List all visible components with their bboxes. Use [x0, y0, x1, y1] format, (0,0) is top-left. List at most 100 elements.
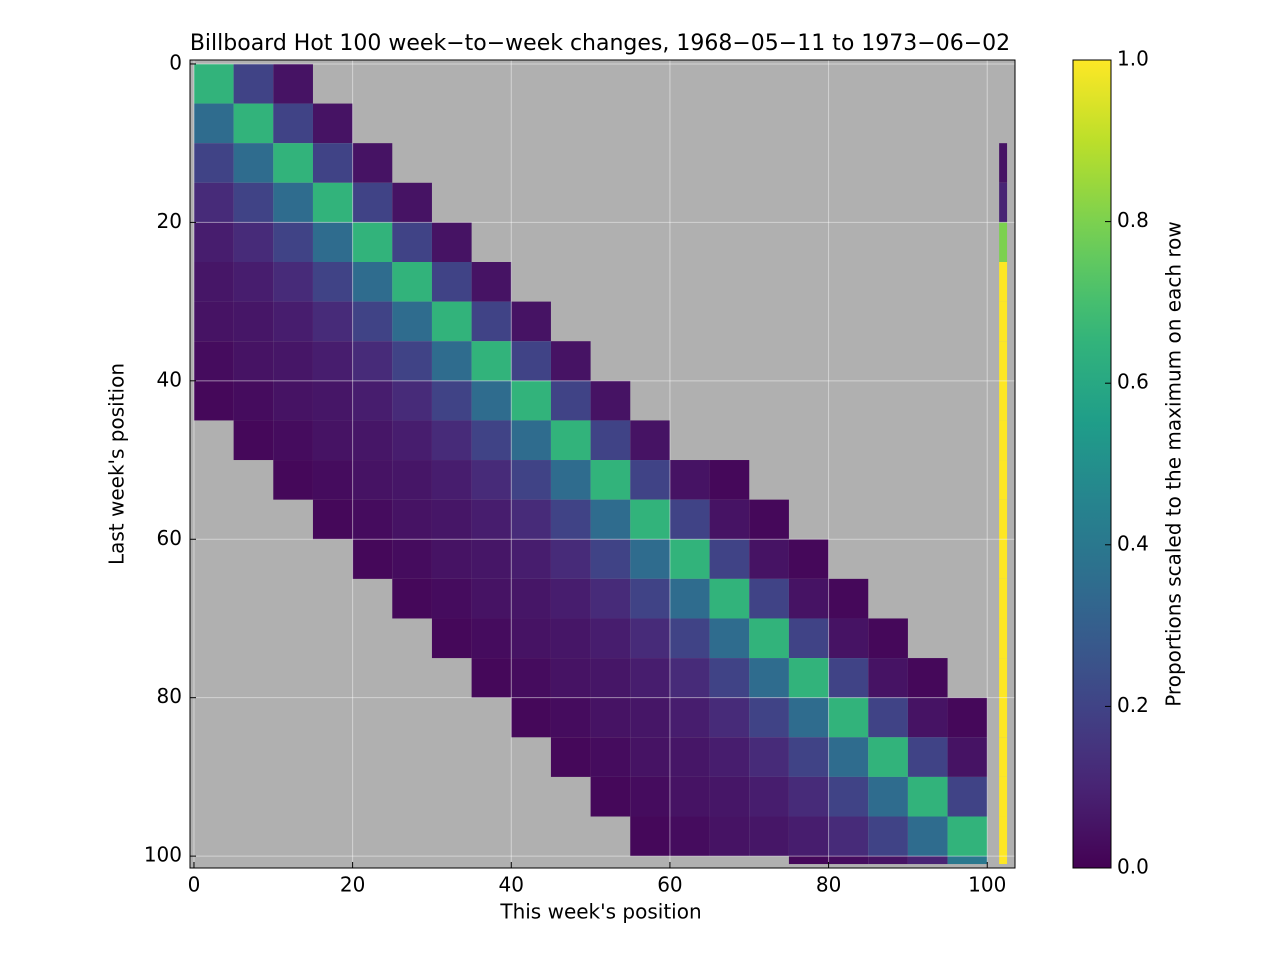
heatmap-cell [709, 697, 750, 738]
heatmap-cell [999, 380, 1008, 421]
heatmap-cell [788, 578, 829, 619]
heatmap-cell [511, 499, 551, 540]
heatmap-cell [392, 262, 432, 302]
x-axis-label: This week's position [499, 900, 701, 924]
heatmap-cell [590, 776, 631, 817]
heatmap-cell [550, 697, 591, 738]
heatmap-cell [907, 856, 948, 865]
heatmap-cell [868, 618, 908, 659]
heatmap-cell [392, 578, 432, 619]
heatmap-cell [233, 182, 274, 223]
heatmap-cell [788, 776, 829, 817]
heatmap-cell [233, 301, 274, 342]
heatmap-cell [392, 539, 432, 579]
heatmap-cell [630, 578, 670, 619]
heatmap-cell [630, 658, 670, 698]
heatmap-cell [999, 658, 1008, 698]
heatmap-cell [273, 63, 313, 104]
heatmap-cell [999, 697, 1008, 738]
heatmap-cell [550, 578, 591, 619]
heatmap-cell [431, 578, 472, 619]
heatmap-cell [273, 380, 313, 421]
heatmap-cell [630, 776, 670, 817]
heatmap-cell [471, 658, 512, 698]
heatmap-cell [669, 737, 710, 777]
heatmap-cell [630, 816, 670, 857]
heatmap-cell [999, 262, 1008, 302]
heatmap-cell [273, 182, 313, 223]
x-tick-label: 0 [188, 873, 201, 897]
heatmap-cell [312, 420, 353, 461]
heatmap-cell [828, 816, 869, 857]
heatmap-cell [431, 499, 472, 540]
heatmap-cell [233, 341, 274, 381]
heatmap-cell [749, 697, 789, 738]
heatmap-cell [312, 380, 353, 421]
heatmap-cell [312, 143, 353, 183]
heatmap-cell [550, 380, 591, 421]
heatmap-cell [669, 697, 710, 738]
heatmap-cell [590, 460, 631, 500]
heatmap-cell [550, 341, 591, 381]
heatmap-cell [511, 301, 551, 342]
heatmap-cell [312, 103, 353, 144]
plot-frame [189, 59, 1016, 869]
heatmap-cell [233, 143, 274, 183]
heatmap-cell [999, 618, 1008, 659]
heatmap-cell [312, 499, 353, 540]
heatmap-cell [788, 737, 829, 777]
heatmap-cell [868, 776, 908, 817]
heatmap-cell [999, 301, 1008, 342]
y-tick-label: 60 [157, 526, 182, 550]
heatmap-cell [193, 103, 234, 144]
heatmap-cell [471, 341, 512, 381]
heatmap-cell [431, 539, 472, 579]
heatmap-cell [907, 697, 948, 738]
x-tick-label: 80 [816, 873, 841, 897]
heatmap-cell [947, 856, 988, 865]
heatmap-cell [511, 420, 551, 461]
heatmap-cell [669, 539, 710, 579]
heatmap-cell [352, 539, 393, 579]
heatmap-cell [999, 143, 1008, 183]
heatmap-cell [471, 618, 512, 659]
heatmap-cell [312, 460, 353, 500]
heatmap-cell [709, 578, 750, 619]
heatmap-cell [392, 182, 432, 223]
heatmap-cell [788, 539, 829, 579]
heatmap-cell [630, 499, 670, 540]
heatmap-cell [392, 301, 432, 342]
heatmap-cell [868, 658, 908, 698]
heatmap-cell [471, 380, 512, 421]
heatmap-cell [471, 301, 512, 342]
heatmap-cell [590, 420, 631, 461]
heatmap-cell [947, 737, 988, 777]
x-tick-label: 100 [968, 873, 1006, 897]
heatmap-cell [709, 499, 750, 540]
colorbar [1072, 59, 1112, 869]
heatmap-cell [669, 618, 710, 659]
colorbar-label: Proportions scaled to the maximum on eac… [1162, 221, 1186, 707]
heatmap-cell [431, 460, 472, 500]
y-tick-label: 20 [157, 209, 182, 233]
heatmap-cell [907, 737, 948, 777]
y-tick-label: 100 [144, 843, 182, 867]
heatmap-cell [749, 499, 789, 540]
heatmap-cell [828, 697, 869, 738]
colorbar-tick-label: 0.2 [1117, 693, 1149, 717]
heatmap-cell [511, 697, 551, 738]
heatmap-cell [999, 499, 1008, 540]
x-tick-label: 60 [657, 873, 682, 897]
heatmap-cell [590, 697, 631, 738]
heatmap-cell [999, 737, 1008, 777]
heatmap-cell [352, 380, 393, 421]
heatmap-cell [630, 618, 670, 659]
heatmap-cell [392, 341, 432, 381]
heatmap-cell [352, 262, 393, 302]
colorbar-tick-label: 0.6 [1117, 370, 1149, 394]
heatmap-cell [788, 618, 829, 659]
heatmap-cell [907, 658, 948, 698]
heatmap-cell [431, 262, 472, 302]
y-tick-label: 0 [169, 50, 182, 74]
heatmap-cell [669, 816, 710, 857]
